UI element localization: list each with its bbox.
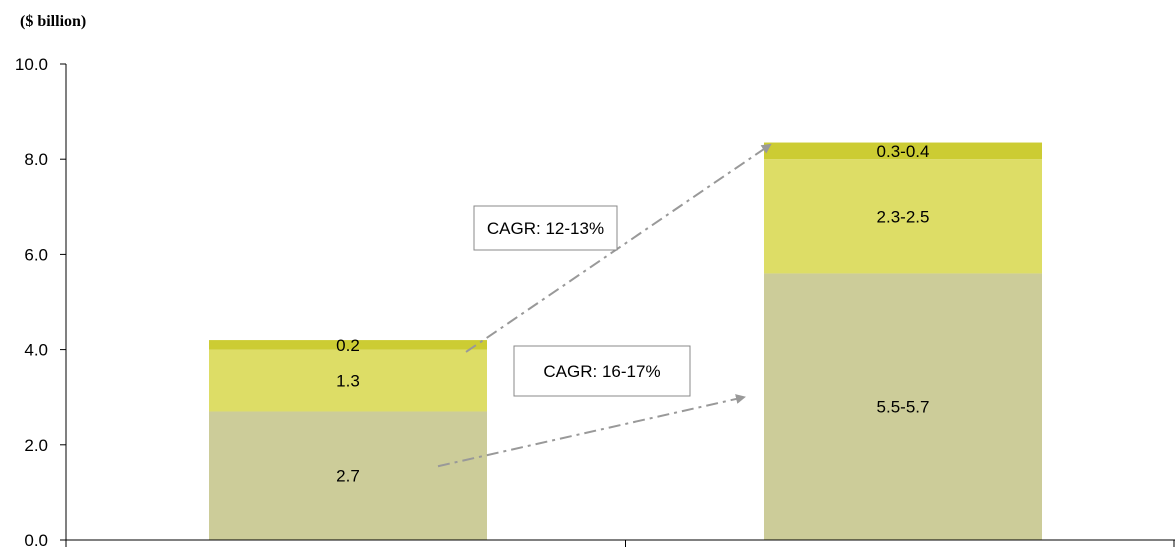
y-tick-label: 6.0: [24, 245, 48, 264]
y-tick-label: 8.0: [24, 150, 48, 169]
y-tick-label: 4.0: [24, 341, 48, 360]
segment-label: 0.2: [336, 336, 360, 355]
cagr-label: CAGR: 12-13%: [487, 219, 604, 238]
plot-area: 2.7 1.3 0.2 5.5-5.7 2.3-2.5 0.3-0.4 0.0 2.0 4.0 6…: [15, 55, 1175, 548]
bar-segment: [209, 340, 487, 350]
segment-label: 2.3-2.5: [877, 207, 930, 226]
bar-segment: [764, 273, 1042, 540]
bar-segment: [209, 349, 487, 412]
segment-label: 5.5-5.7: [877, 398, 930, 417]
segment-label: 0.3-0.4: [877, 142, 930, 161]
bar-segment: [764, 142, 1042, 160]
bar-segment: [209, 411, 487, 540]
cagr-arrow: [465, 143, 772, 353]
cagr-box: [513, 345, 691, 397]
segment-label: 2.7: [336, 467, 360, 486]
cagr-box: [473, 205, 618, 251]
segment-label: 1.3: [336, 372, 360, 391]
cagr-arrow: [437, 394, 746, 468]
y-tick-label: 10.0: [15, 55, 48, 74]
y-tick-label: 0.0: [24, 531, 48, 548]
bar-segment: [764, 159, 1042, 274]
y-tick-label: 2.0: [24, 436, 48, 455]
cagr-label: CAGR: 16-17%: [543, 362, 660, 381]
unit-label: ($ billion): [20, 13, 86, 30]
